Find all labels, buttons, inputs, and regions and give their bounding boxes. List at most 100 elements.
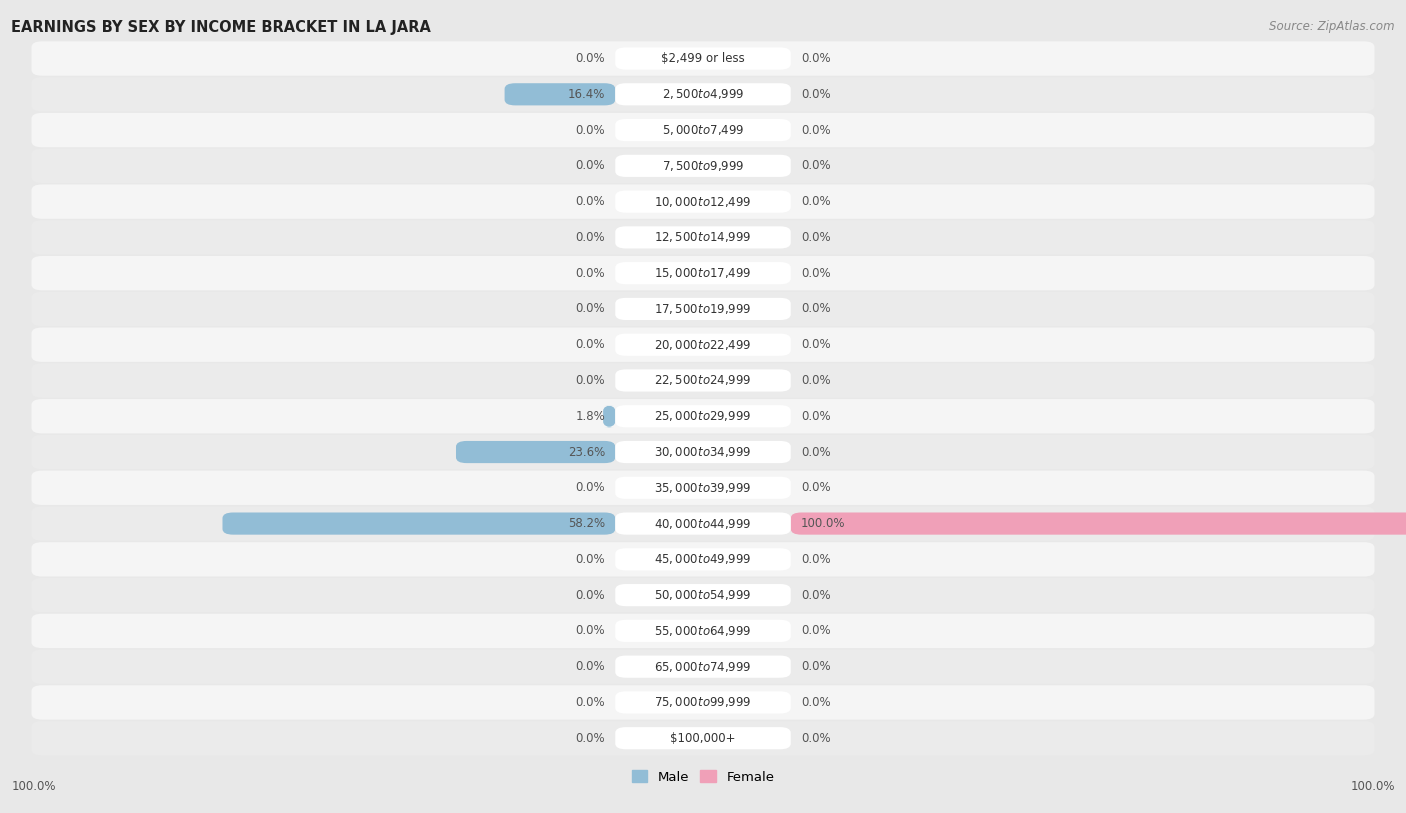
Text: $100,000+: $100,000+ xyxy=(671,732,735,745)
FancyBboxPatch shape xyxy=(31,149,1375,183)
FancyBboxPatch shape xyxy=(790,512,1406,535)
FancyBboxPatch shape xyxy=(616,476,790,499)
FancyBboxPatch shape xyxy=(616,405,790,428)
FancyBboxPatch shape xyxy=(616,83,790,106)
FancyBboxPatch shape xyxy=(616,548,790,571)
Text: 0.0%: 0.0% xyxy=(801,374,831,387)
Text: $40,000 to $44,999: $40,000 to $44,999 xyxy=(654,516,752,531)
Text: 23.6%: 23.6% xyxy=(568,446,605,459)
Text: EARNINGS BY SEX BY INCOME BRACKET IN LA JARA: EARNINGS BY SEX BY INCOME BRACKET IN LA … xyxy=(11,20,432,35)
Text: 0.0%: 0.0% xyxy=(801,52,831,65)
Text: $5,000 to $7,499: $5,000 to $7,499 xyxy=(662,123,744,137)
FancyBboxPatch shape xyxy=(31,506,1375,541)
FancyBboxPatch shape xyxy=(31,77,1375,111)
FancyBboxPatch shape xyxy=(616,298,790,320)
Text: 16.4%: 16.4% xyxy=(568,88,605,101)
Text: 0.0%: 0.0% xyxy=(801,589,831,602)
FancyBboxPatch shape xyxy=(456,441,616,463)
FancyBboxPatch shape xyxy=(616,190,790,213)
FancyBboxPatch shape xyxy=(31,721,1375,755)
Text: $17,500 to $19,999: $17,500 to $19,999 xyxy=(654,302,752,316)
FancyBboxPatch shape xyxy=(31,185,1375,219)
Text: $15,000 to $17,499: $15,000 to $17,499 xyxy=(654,266,752,280)
Text: 0.0%: 0.0% xyxy=(575,374,605,387)
FancyBboxPatch shape xyxy=(616,691,790,714)
Text: $12,500 to $14,999: $12,500 to $14,999 xyxy=(654,230,752,245)
FancyBboxPatch shape xyxy=(31,578,1375,612)
Text: 100.0%: 100.0% xyxy=(1350,780,1395,793)
Text: $55,000 to $64,999: $55,000 to $64,999 xyxy=(654,624,752,638)
FancyBboxPatch shape xyxy=(31,685,1375,720)
Text: 0.0%: 0.0% xyxy=(575,302,605,315)
FancyBboxPatch shape xyxy=(31,471,1375,505)
Text: 0.0%: 0.0% xyxy=(575,267,605,280)
Text: $22,500 to $24,999: $22,500 to $24,999 xyxy=(654,373,752,388)
Text: 0.0%: 0.0% xyxy=(801,410,831,423)
Text: 0.0%: 0.0% xyxy=(801,267,831,280)
FancyBboxPatch shape xyxy=(31,435,1375,469)
Text: 0.0%: 0.0% xyxy=(801,446,831,459)
FancyBboxPatch shape xyxy=(616,333,790,356)
FancyBboxPatch shape xyxy=(616,655,790,678)
FancyBboxPatch shape xyxy=(616,119,790,141)
FancyBboxPatch shape xyxy=(616,154,790,177)
Text: 0.0%: 0.0% xyxy=(801,732,831,745)
FancyBboxPatch shape xyxy=(616,47,790,70)
Text: $10,000 to $12,499: $10,000 to $12,499 xyxy=(654,194,752,209)
Text: $50,000 to $54,999: $50,000 to $54,999 xyxy=(654,588,752,602)
Text: $2,500 to $4,999: $2,500 to $4,999 xyxy=(662,87,744,102)
FancyBboxPatch shape xyxy=(31,41,1375,76)
Text: 0.0%: 0.0% xyxy=(801,481,831,494)
Text: $35,000 to $39,999: $35,000 to $39,999 xyxy=(654,480,752,495)
FancyBboxPatch shape xyxy=(31,399,1375,433)
Text: $2,499 or less: $2,499 or less xyxy=(661,52,745,65)
Text: $65,000 to $74,999: $65,000 to $74,999 xyxy=(654,659,752,674)
Text: $45,000 to $49,999: $45,000 to $49,999 xyxy=(654,552,752,567)
FancyBboxPatch shape xyxy=(31,542,1375,576)
Text: $30,000 to $34,999: $30,000 to $34,999 xyxy=(654,445,752,459)
Text: 0.0%: 0.0% xyxy=(575,732,605,745)
FancyBboxPatch shape xyxy=(31,220,1375,254)
Text: 0.0%: 0.0% xyxy=(801,660,831,673)
FancyBboxPatch shape xyxy=(616,226,790,249)
Text: 0.0%: 0.0% xyxy=(801,195,831,208)
FancyBboxPatch shape xyxy=(616,727,790,750)
Text: 0.0%: 0.0% xyxy=(575,696,605,709)
FancyBboxPatch shape xyxy=(603,405,616,428)
Text: 0.0%: 0.0% xyxy=(801,231,831,244)
Text: 0.0%: 0.0% xyxy=(575,624,605,637)
Text: 0.0%: 0.0% xyxy=(575,124,605,137)
Text: 0.0%: 0.0% xyxy=(801,696,831,709)
FancyBboxPatch shape xyxy=(31,113,1375,147)
Text: 1.8%: 1.8% xyxy=(575,410,605,423)
FancyBboxPatch shape xyxy=(222,512,616,535)
Text: 0.0%: 0.0% xyxy=(575,52,605,65)
FancyBboxPatch shape xyxy=(31,292,1375,326)
Text: 58.2%: 58.2% xyxy=(568,517,605,530)
FancyBboxPatch shape xyxy=(31,256,1375,290)
Text: 0.0%: 0.0% xyxy=(801,624,831,637)
FancyBboxPatch shape xyxy=(616,369,790,392)
Text: 0.0%: 0.0% xyxy=(575,589,605,602)
Text: 0.0%: 0.0% xyxy=(801,338,831,351)
FancyBboxPatch shape xyxy=(616,512,790,535)
Text: 0.0%: 0.0% xyxy=(801,88,831,101)
Text: $75,000 to $99,999: $75,000 to $99,999 xyxy=(654,695,752,710)
Text: 0.0%: 0.0% xyxy=(575,660,605,673)
Text: $25,000 to $29,999: $25,000 to $29,999 xyxy=(654,409,752,424)
Text: 0.0%: 0.0% xyxy=(575,338,605,351)
FancyBboxPatch shape xyxy=(616,584,790,606)
FancyBboxPatch shape xyxy=(31,614,1375,648)
FancyBboxPatch shape xyxy=(616,620,790,642)
Text: 0.0%: 0.0% xyxy=(801,124,831,137)
Legend: Male, Female: Male, Female xyxy=(626,765,780,789)
Text: $7,500 to $9,999: $7,500 to $9,999 xyxy=(662,159,744,173)
FancyBboxPatch shape xyxy=(31,650,1375,684)
Text: 0.0%: 0.0% xyxy=(575,195,605,208)
FancyBboxPatch shape xyxy=(31,363,1375,398)
Text: 0.0%: 0.0% xyxy=(801,553,831,566)
Text: $20,000 to $22,499: $20,000 to $22,499 xyxy=(654,337,752,352)
FancyBboxPatch shape xyxy=(616,262,790,285)
Text: 0.0%: 0.0% xyxy=(575,231,605,244)
Text: 0.0%: 0.0% xyxy=(575,553,605,566)
